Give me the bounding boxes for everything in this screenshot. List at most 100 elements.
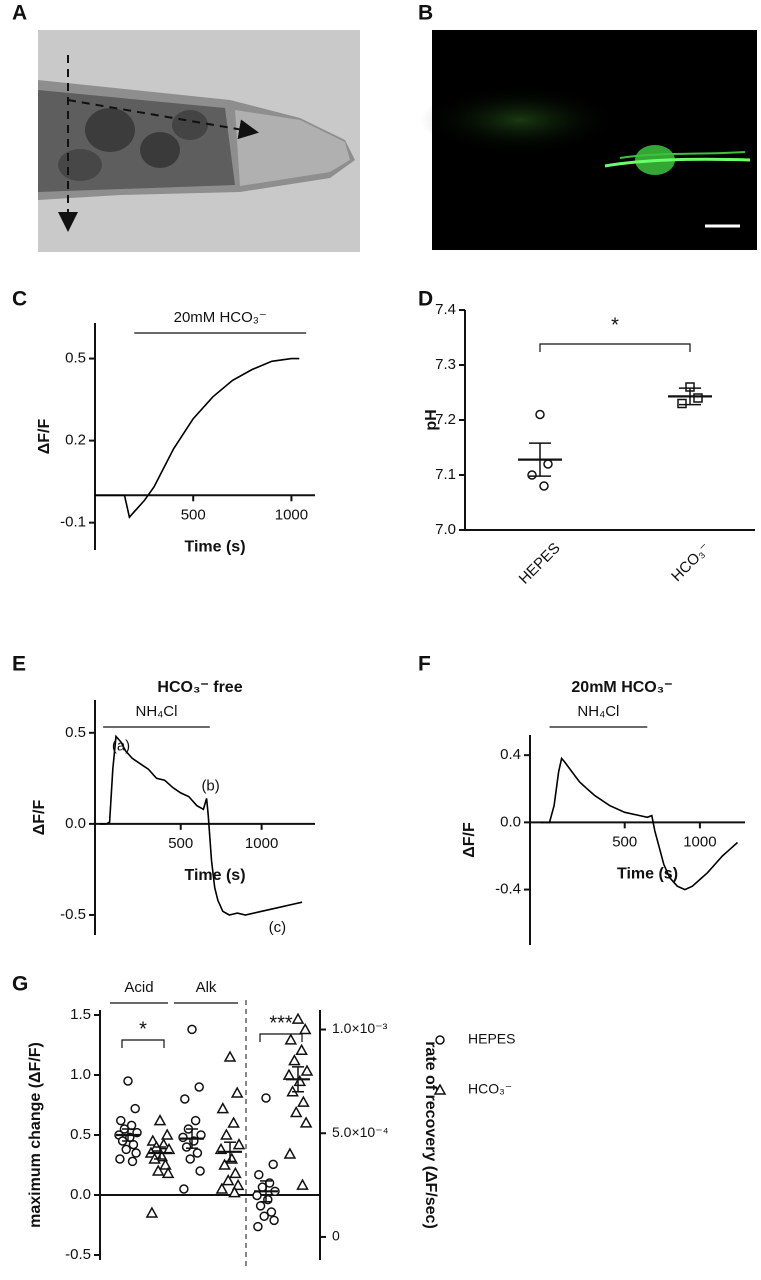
panel-label: F [418, 653, 431, 676]
data-point [527, 470, 537, 480]
point-annotation: (b) [201, 777, 219, 794]
significance-label: * [611, 314, 619, 336]
trace [95, 357, 300, 519]
data-point [178, 1132, 188, 1143]
data-point [145, 1206, 159, 1218]
chart-title: HCO₃⁻ free [157, 679, 242, 696]
data-point [187, 1024, 197, 1035]
data-point [218, 1158, 231, 1170]
y2-axis-label: rate of recovery (ΔF/sec) [422, 1041, 439, 1229]
legend-label: HEPES [468, 1031, 515, 1047]
x-tick-label: 500 [612, 833, 637, 850]
trace [99, 734, 303, 916]
x-axis-label: Time (s) [617, 866, 678, 883]
significance-bracket [259, 1033, 303, 1042]
data-point [160, 1128, 174, 1140]
data-point [269, 1215, 279, 1226]
panel-label: C [12, 288, 27, 311]
data-point [291, 1012, 305, 1024]
data-point [252, 1190, 262, 1201]
x-tick-label: 500 [181, 506, 206, 523]
panel-label: A [12, 2, 27, 25]
data-point [677, 398, 687, 409]
x-axis-label: Time (s) [184, 867, 245, 884]
group-label: Acid [124, 979, 153, 996]
y-tick-label: 7.0 [435, 521, 456, 538]
y-tick-label: 0.0 [500, 813, 521, 830]
data-point [179, 1184, 189, 1194]
y-tick-label: 7.2 [435, 411, 456, 428]
y2-tick-label: 5.0×10⁻⁴ [332, 1124, 389, 1140]
data-point [195, 1166, 205, 1176]
data-point [181, 1142, 192, 1152]
y-tick-label: 0.5 [65, 724, 86, 741]
significance-bracket [121, 1039, 165, 1048]
data-point [121, 1144, 131, 1155]
y-tick-label: -0.4 [495, 881, 521, 898]
y-tick-label: 0.0 [70, 1186, 91, 1203]
legend-label: HCO₃⁻ [468, 1081, 512, 1097]
y-tick-label: 0.0 [65, 815, 86, 832]
trace [540, 756, 739, 891]
y-axis-label: pH [423, 409, 440, 430]
y2-tick-label: 0 [332, 1228, 340, 1244]
data-point [216, 1102, 230, 1114]
data-point [128, 1139, 139, 1150]
data-point [153, 1114, 167, 1126]
significance-label: * [139, 1018, 147, 1040]
data-point [296, 1178, 309, 1190]
data-point [300, 1064, 314, 1076]
data-point [283, 1147, 297, 1159]
y-tick-label: 7.3 [435, 356, 456, 373]
panel-label: B [418, 2, 433, 25]
data-point [293, 1074, 307, 1087]
image-b [420, 30, 757, 250]
data-point [116, 1115, 126, 1126]
x-tick-label: HEPES [516, 540, 564, 588]
x-tick-label: 1000 [275, 506, 308, 523]
y-tick-label: -0.1 [60, 514, 86, 531]
data-point [259, 1211, 269, 1221]
y-tick-label: 0.4 [500, 746, 521, 763]
data-point [130, 1103, 140, 1114]
data-point [299, 1116, 313, 1128]
data-point [190, 1115, 201, 1126]
data-point [231, 1178, 245, 1191]
data-point [288, 1054, 301, 1066]
y-axis-label: ΔF/F [36, 419, 53, 455]
treatment-label: 20mM HCO₃⁻ [174, 309, 267, 326]
data-point [159, 1158, 172, 1170]
y-tick-label: 0.5 [65, 350, 86, 367]
data-point [255, 1201, 266, 1211]
point-annotation: (a) [112, 737, 130, 754]
data-point [433, 1083, 447, 1095]
data-point [297, 1095, 310, 1107]
group-label: Alk [196, 979, 217, 996]
data-point [298, 1022, 312, 1035]
y-axis-label: ΔF/F [461, 822, 478, 858]
data-point [215, 1182, 229, 1194]
data-point [282, 1068, 296, 1080]
data-point [539, 481, 549, 491]
data-point [123, 1076, 133, 1086]
data-point [254, 1169, 264, 1180]
treatment-label: NH₄Cl [577, 703, 619, 720]
y2-tick-label: 1.0×10⁻³ [332, 1020, 388, 1036]
data-point [284, 1033, 298, 1045]
x-tick-label: 1000 [683, 833, 716, 850]
data-point [227, 1116, 240, 1128]
data-point [228, 1186, 241, 1198]
data-point [295, 1043, 308, 1056]
panel-label: E [12, 653, 26, 676]
data-point [185, 1154, 195, 1164]
data-point [435, 1035, 445, 1045]
data-point [230, 1086, 244, 1098]
y-tick-label: -0.5 [60, 906, 86, 923]
data-point [180, 1094, 190, 1104]
point-annotation: (c) [269, 919, 287, 936]
y-tick-label: 0.2 [65, 432, 86, 449]
y-tick-label: 0.5 [70, 1126, 91, 1143]
data-point [194, 1082, 204, 1092]
data-point [693, 393, 703, 403]
